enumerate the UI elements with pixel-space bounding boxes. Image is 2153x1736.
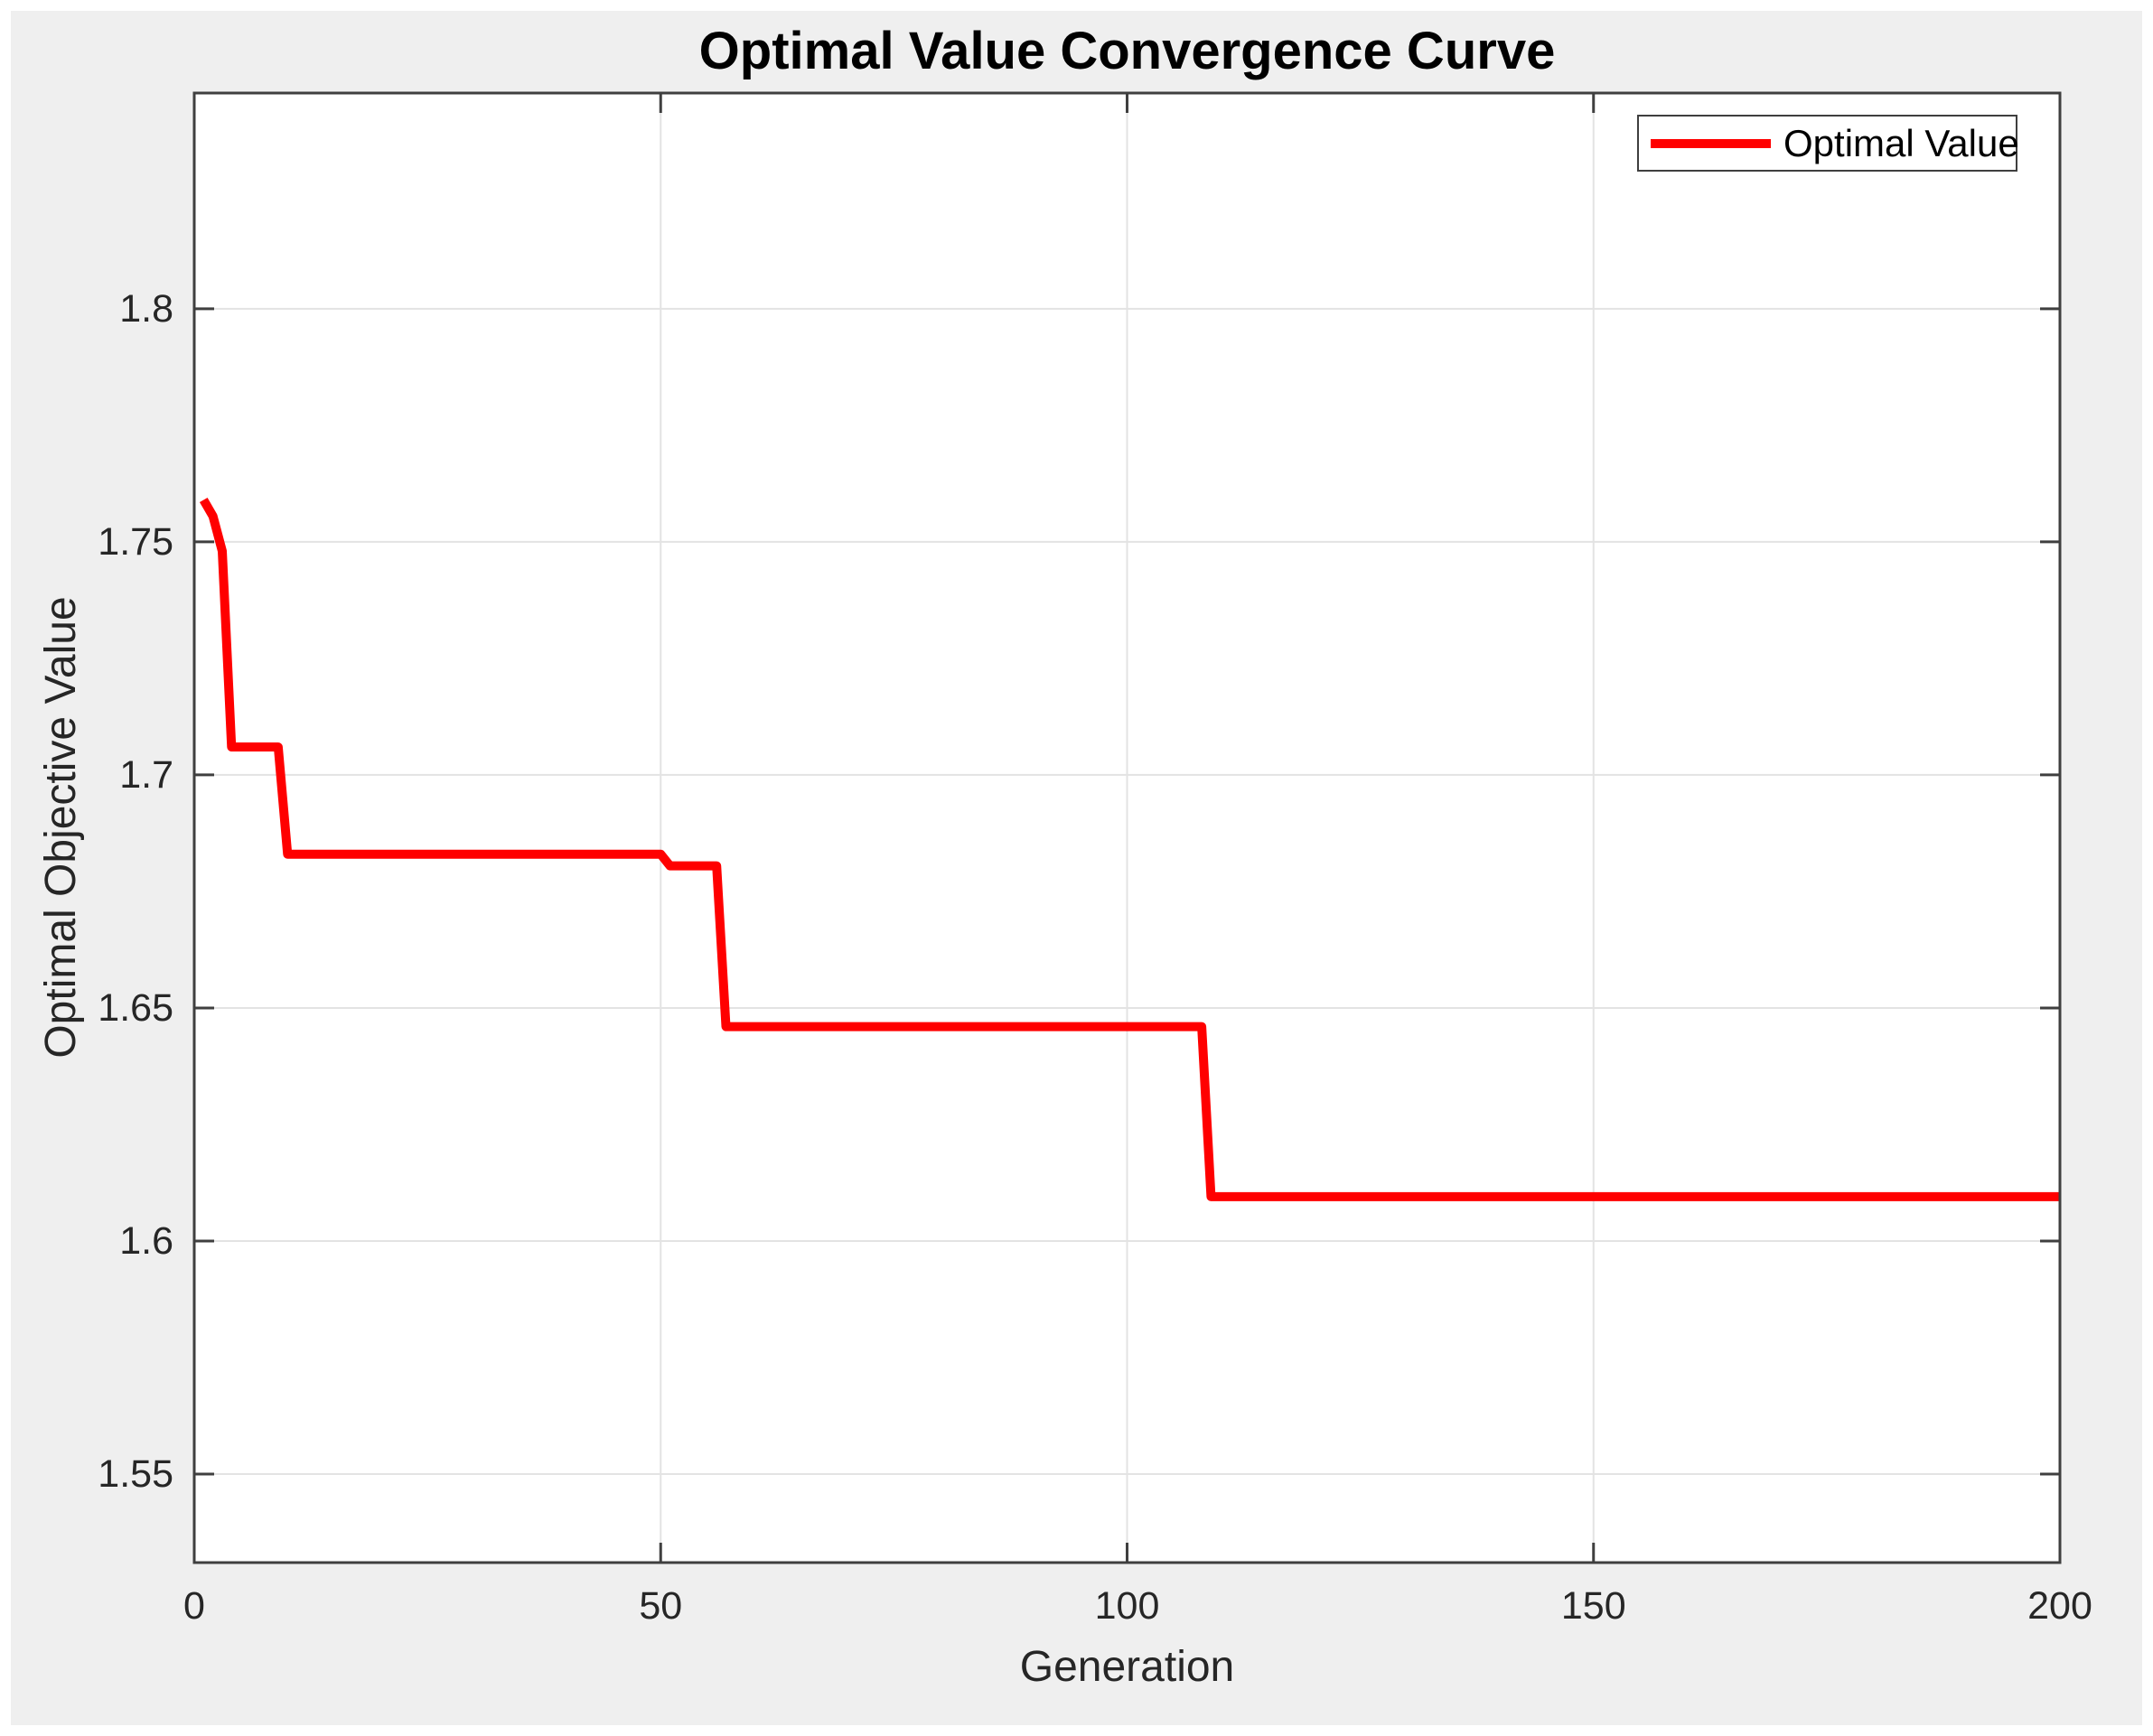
- y-axis-label: Optimal Objective Value: [37, 596, 85, 1059]
- series-line: [199, 497, 2060, 1201]
- x-axis-label: Generation: [1019, 1643, 1235, 1691]
- legend-box: Optimal Value: [1637, 115, 2019, 172]
- y-tick-label: 1.75: [98, 519, 173, 564]
- y-tick-label: 1.8: [119, 286, 173, 331]
- x-tick-label: 150: [1560, 1584, 1626, 1628]
- x-tick-label: 50: [639, 1584, 683, 1628]
- x-tick-label: 0: [183, 1584, 205, 1628]
- legend-entry-label: Optimal Value: [1783, 121, 2019, 164]
- x-tick-label: 200: [2027, 1584, 2092, 1628]
- y-tick-label: 1.6: [119, 1218, 173, 1263]
- x-tick-label: 100: [1094, 1584, 1160, 1628]
- legend-line-sample: [1651, 138, 1771, 148]
- chart-title: Optimal Value Convergence Curve: [698, 22, 1556, 80]
- y-tick-label: 1.7: [119, 752, 173, 797]
- y-tick-label: 1.55: [98, 1451, 173, 1496]
- y-tick-label: 1.65: [98, 985, 173, 1030]
